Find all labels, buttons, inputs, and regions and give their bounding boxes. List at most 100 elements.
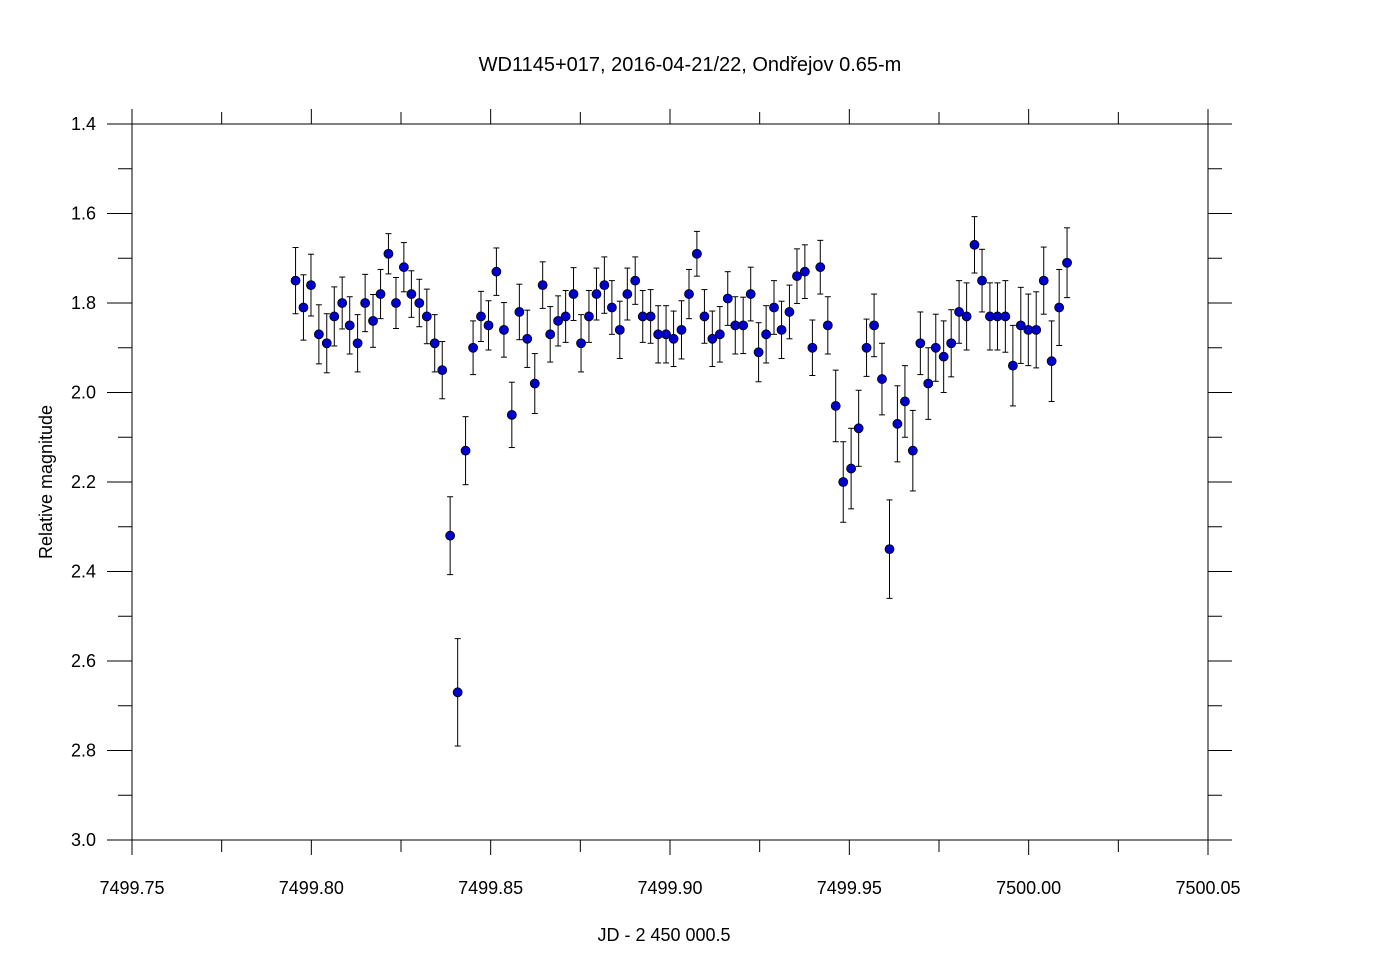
data-point [398, 262, 409, 273]
data-point [792, 271, 802, 282]
data-point [907, 445, 918, 456]
data-point [699, 311, 710, 322]
data-point [545, 329, 556, 340]
data-point [491, 266, 502, 277]
data-point [1054, 302, 1065, 313]
data-point [969, 239, 980, 250]
data-point [429, 338, 440, 349]
data-point [483, 320, 494, 331]
data-point [861, 342, 872, 353]
data-point [445, 530, 456, 541]
data-point [468, 342, 478, 353]
data-point [853, 423, 864, 434]
y-tick-label: 1.8 [71, 293, 96, 313]
data-point [337, 298, 348, 308]
data-point [961, 311, 972, 322]
data-point [769, 302, 779, 313]
x-tick-label: 7500.00 [996, 878, 1061, 898]
data-point [514, 307, 525, 317]
data-point [830, 401, 841, 411]
data-point [560, 311, 571, 322]
data-point [460, 445, 471, 456]
data-point [784, 307, 795, 317]
data-point [529, 378, 540, 389]
data-point [406, 289, 417, 299]
data-point [1062, 257, 1072, 268]
data-point [761, 329, 772, 340]
data-point [776, 324, 787, 335]
data-point [707, 333, 718, 344]
x-tick-label: 7499.85 [458, 878, 523, 898]
data-point [714, 329, 725, 340]
data-point [1000, 311, 1011, 322]
data-point [553, 315, 563, 326]
data-point [684, 289, 694, 299]
data-point [476, 311, 486, 322]
x-axis: 7499.75 7499.80 7499.85 7499.90 7499.95 7500.… [99, 109, 1241, 898]
data-point [375, 289, 386, 299]
data-point [745, 289, 756, 299]
data-point [815, 262, 826, 273]
data-point [930, 342, 941, 353]
data-point [661, 329, 671, 340]
x-tick-label: 7499.80 [279, 878, 344, 898]
data-point [622, 289, 633, 299]
data-point [522, 333, 533, 344]
data-point [414, 298, 425, 308]
x-tick-label: 7500.05 [1175, 878, 1240, 898]
data-point [799, 266, 810, 277]
x-axis-label: JD - 2 450 000.5 [597, 925, 730, 945]
data-point [306, 280, 316, 291]
data-points [290, 239, 1072, 698]
data-point [822, 320, 833, 331]
y-tick-label: 3.0 [71, 830, 96, 850]
data-point [722, 293, 733, 304]
data-point [877, 374, 887, 384]
data-point [1031, 324, 1042, 335]
data-point [452, 687, 463, 698]
data-point [1015, 320, 1026, 331]
data-point [421, 311, 432, 322]
x-tick-label: 7499.90 [637, 878, 702, 898]
data-point [884, 544, 895, 555]
data-point [668, 333, 679, 344]
data-point [606, 302, 617, 313]
data-point [630, 275, 641, 286]
y-tick-label: 2.8 [71, 741, 96, 761]
y-tick-label: 2.6 [71, 651, 96, 671]
data-point [692, 248, 702, 259]
data-point [1046, 356, 1057, 367]
data-point [869, 320, 879, 331]
data-point [645, 311, 656, 322]
chart-title: WD1145+017, 2016-04-21/22, Ondřejov 0.65… [479, 54, 902, 76]
data-point [391, 298, 401, 308]
plot-frame [131, 123, 1209, 841]
data-point [506, 409, 517, 420]
data-point [437, 365, 448, 376]
data-point [329, 311, 340, 322]
data-point [321, 338, 332, 349]
data-point [977, 275, 987, 286]
y-tick-label: 2.4 [71, 562, 96, 582]
data-point [892, 418, 903, 429]
data-point [846, 463, 857, 474]
data-point [753, 347, 764, 358]
data-point [344, 320, 355, 331]
data-point [900, 396, 910, 407]
data-point [838, 477, 849, 487]
data-point [298, 302, 309, 313]
data-point [915, 338, 926, 349]
y-axis-label: Relative magnitude [36, 405, 56, 559]
x-tick-label: 7499.95 [817, 878, 882, 898]
data-point [499, 324, 509, 335]
data-point [599, 280, 610, 291]
data-point [676, 324, 687, 335]
y-axis: 1.4 1.6 1.8 2.0 2.2 2.4 2.6 2.8 3.0 [71, 114, 1232, 850]
data-point [352, 338, 363, 349]
data-point [954, 307, 964, 317]
x-tick-label: 7499.75 [99, 878, 164, 898]
data-point [1007, 360, 1018, 371]
y-tick-label: 1.4 [71, 114, 96, 134]
y-tick-label: 2.0 [71, 383, 96, 403]
data-point [938, 351, 949, 362]
